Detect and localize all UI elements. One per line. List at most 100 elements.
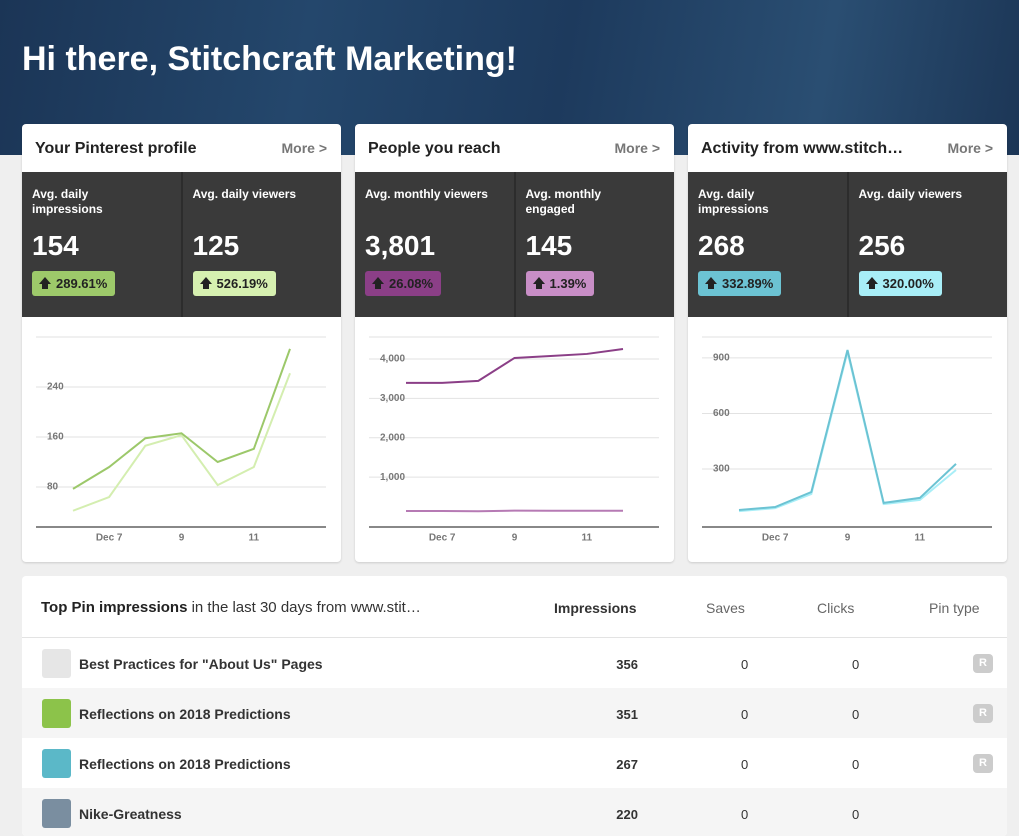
stats: Avg. monthly viewers 3,801 26.08% Avg. mont…	[355, 172, 674, 317]
impressions: 356	[616, 657, 638, 672]
stat-value: 256	[858, 230, 906, 261]
table-row[interactable]: Reflections on 2018 Predictions 267 0 0 R	[22, 738, 1007, 788]
impressions: 267	[616, 757, 638, 772]
greeting: Hi there, Stitchcraft Marketing!	[22, 40, 517, 78]
pin-title: Nike-Greatness	[79, 806, 182, 822]
stat-value: 125	[192, 230, 240, 261]
more-link[interactable]: More >	[281, 140, 327, 156]
y-tick-label: 160	[47, 432, 64, 443]
stat-change: 526.19%	[192, 271, 276, 296]
card-header: People you reach More >	[355, 124, 674, 172]
column-header: Impressions	[554, 600, 637, 616]
stat: Avg. daily viewers 125 526.19%	[183, 172, 342, 317]
column-header: Pin type	[929, 600, 980, 616]
x-tick-label: 9	[845, 533, 851, 544]
pin-thumbnail	[42, 699, 71, 728]
series-line	[738, 351, 957, 513]
y-tick-label: 300	[713, 464, 730, 475]
table-title: Top Pin impressions in the last 30 days …	[41, 599, 421, 616]
stats: Avg. daily impressions 268 332.89% Avg. dai…	[688, 172, 1007, 317]
column-header: Clicks	[817, 600, 855, 616]
clicks: 0	[852, 757, 860, 772]
clicks: 0	[852, 707, 860, 722]
impressions: 220	[616, 807, 638, 822]
saves: 0	[741, 657, 749, 672]
y-tick-label: 2,000	[380, 432, 405, 443]
stat-label: Avg. daily impressions	[698, 187, 769, 216]
x-tick-label: 11	[915, 533, 926, 544]
stat: Avg. daily impressions 268 332.89%	[688, 172, 849, 317]
series-line	[72, 372, 291, 512]
rows: Best Practices for "About Us" Pages 356 0 0…	[22, 638, 1007, 836]
chart: 1,000 2,000 3,000 4,000 Dec 7 9 11	[355, 317, 674, 562]
card-title: Your Pinterest profile	[35, 140, 197, 157]
stat-change: 332.89%	[698, 271, 782, 296]
stat-change: 289.61%	[32, 271, 116, 296]
x-tick-label: 11	[582, 533, 593, 544]
stat-label: Avg. daily viewers	[192, 187, 297, 201]
chart: 80 160 240 Dec 7 9 11	[22, 317, 341, 562]
y-tick-label: 600	[713, 408, 730, 419]
x-tick-label: 9	[512, 533, 518, 544]
clicks: 0	[852, 807, 860, 822]
table-header: Top Pin impressions in the last 30 days …	[22, 576, 1007, 638]
pin-type: R	[973, 654, 993, 673]
stat-value: 154	[32, 230, 79, 261]
y-tick-label: 900	[713, 353, 730, 364]
x-tick-label: Dec 7	[429, 533, 456, 544]
y-tick-label: 4,000	[380, 354, 405, 365]
card-header: Activity from www.stitch… More >	[688, 124, 1007, 172]
x-tick-label: 9	[179, 533, 185, 544]
stat-label: Avg. daily impressions	[32, 187, 103, 216]
stat-value: 145	[525, 230, 573, 261]
card-title: People you reach	[368, 140, 501, 157]
x-tick-label: Dec 7	[762, 533, 789, 544]
pin-title: Reflections on 2018 Predictions	[79, 756, 291, 772]
stat-change: 26.08%	[365, 271, 442, 296]
title: Top Pin impressions	[41, 599, 188, 616]
y-tick-label: 3,000	[380, 393, 405, 404]
pin-thumbnail	[42, 749, 71, 778]
top-pins-table: Top Pin impressions in the last 30 days …	[22, 576, 1007, 836]
card: Your Pinterest profile More > Avg. daily i…	[22, 124, 341, 562]
table-row[interactable]: Nike-Greatness 220 0 0	[22, 788, 1007, 836]
stat-label: Avg. daily viewers	[858, 187, 963, 201]
stat-value: 3,801	[365, 230, 436, 261]
series-line	[738, 349, 957, 511]
subtitle: in the last 30 days from www.stit…	[187, 599, 421, 616]
x-tick-label: Dec 7	[96, 533, 123, 544]
stat: Avg. daily viewers 256 320.00%	[849, 172, 1008, 317]
clicks: 0	[852, 657, 860, 672]
series-line	[406, 347, 624, 384]
impressions: 351	[616, 707, 638, 722]
chart: 300 600 900 Dec 7 9 11	[688, 317, 1007, 562]
stats: Avg. daily impressions 154 289.61% Avg. dai…	[22, 172, 341, 317]
pin-thumbnail	[42, 649, 71, 678]
stat-label: Avg. monthly engaged	[525, 187, 602, 216]
stat-change: 320.00%	[858, 271, 942, 296]
stat: Avg. daily impressions 154 289.61%	[22, 172, 183, 317]
card: Activity from www.stitch… More > Avg. dail…	[688, 124, 1007, 562]
saves: 0	[741, 757, 749, 772]
card-header: Your Pinterest profile More >	[22, 124, 341, 172]
more-link[interactable]: More >	[614, 140, 660, 156]
line-chart: 1,000 2,000 3,000 4,000 Dec 7 9 11	[369, 336, 659, 544]
card-title: Activity from www.stitch…	[701, 140, 904, 157]
card: People you reach More > Avg. monthly viewe…	[355, 124, 674, 562]
table-row[interactable]: Best Practices for "About Us" Pages 356 0 0…	[22, 638, 1007, 688]
y-tick-label: 1,000	[380, 472, 405, 483]
stat: Avg. monthly engaged 145 1.39%	[516, 172, 675, 317]
pin-title: Reflections on 2018 Predictions	[79, 706, 291, 722]
saves: 0	[741, 707, 749, 722]
series-line	[406, 509, 623, 513]
stat: Avg. monthly viewers 3,801 26.08%	[355, 172, 516, 317]
stat-change: 1.39%	[525, 271, 595, 296]
pin-thumbnail	[42, 799, 71, 828]
more-link[interactable]: More >	[947, 140, 993, 156]
line-chart: 300 600 900 Dec 7 9 11	[702, 336, 992, 544]
x-tick-label: 11	[249, 533, 260, 544]
stat-label: Avg. monthly viewers	[365, 187, 488, 201]
y-tick-label: 240	[47, 382, 64, 393]
saves: 0	[741, 807, 749, 822]
table-row[interactable]: Reflections on 2018 Predictions 351 0 0 R	[22, 688, 1007, 738]
